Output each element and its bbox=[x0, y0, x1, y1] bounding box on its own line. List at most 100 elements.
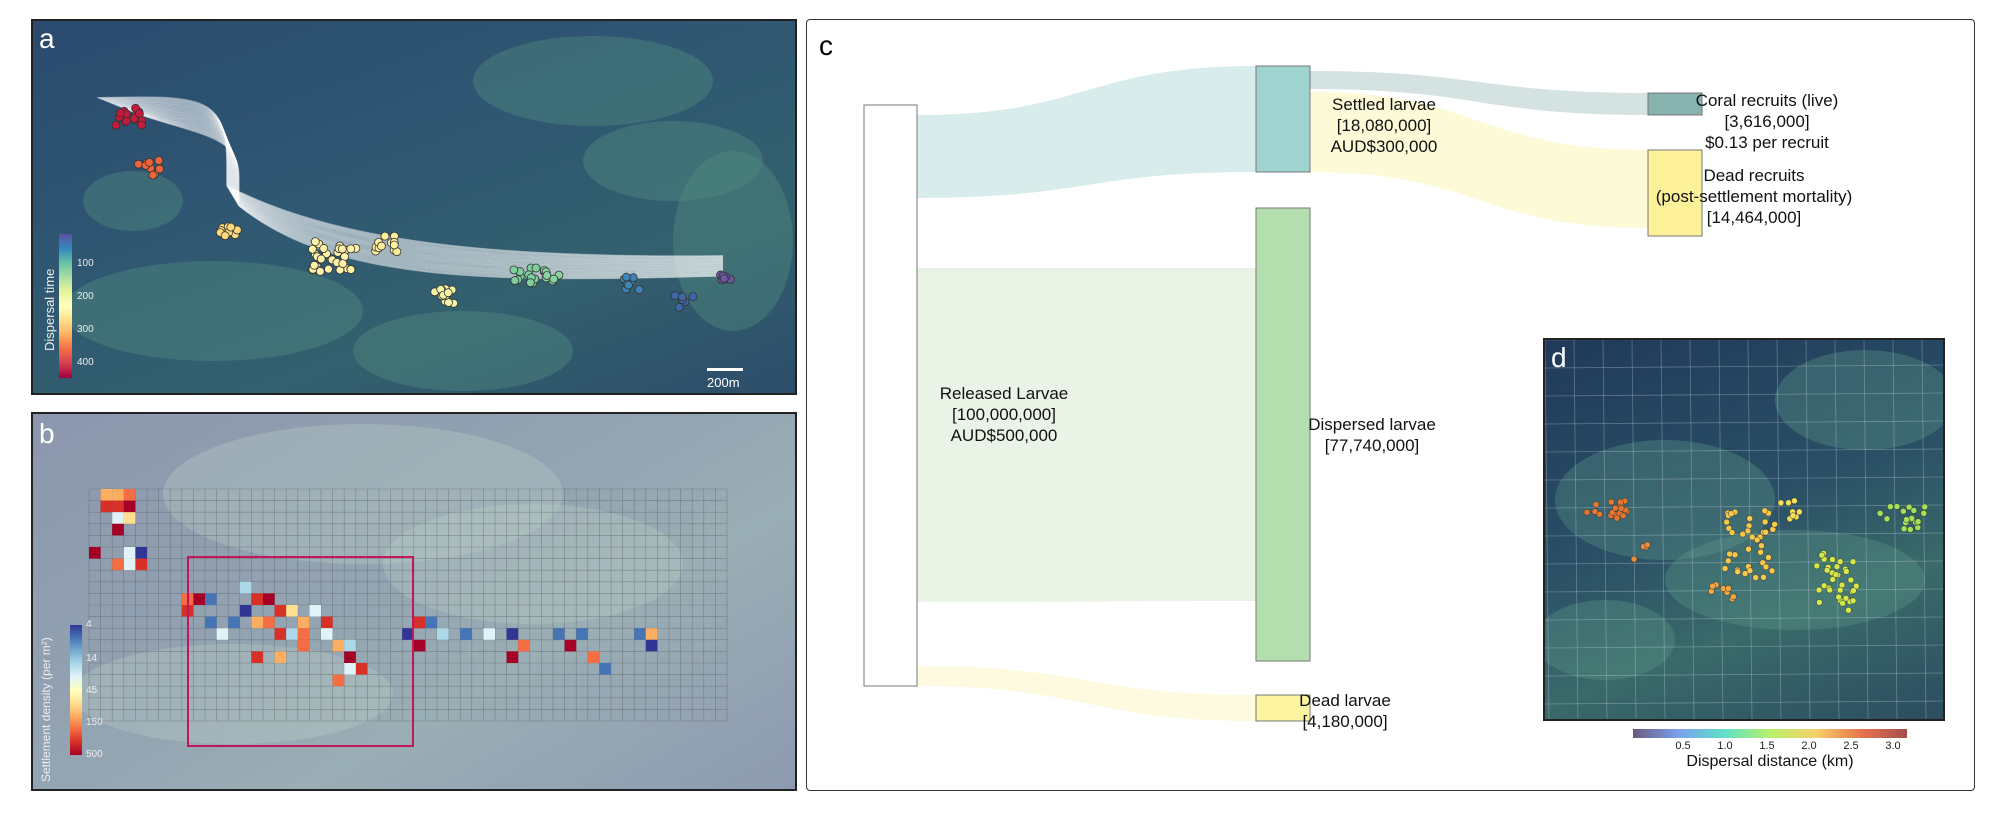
larva-point bbox=[634, 285, 644, 295]
trajectory-line bbox=[115, 104, 724, 267]
trajectory-line bbox=[96, 96, 724, 257]
density-cell bbox=[263, 593, 275, 605]
density-cell bbox=[425, 616, 437, 629]
dispersal-distance-colorbar bbox=[1633, 729, 1907, 738]
density-cell bbox=[100, 500, 113, 513]
larva-point bbox=[1836, 586, 1844, 594]
settled-label: Settled larvae [18,080,000] AUD$300,000 bbox=[1331, 94, 1438, 157]
larva-point bbox=[134, 159, 143, 169]
larva-point bbox=[1771, 521, 1778, 528]
grid-line bbox=[1545, 588, 1943, 593]
larva-point bbox=[1619, 512, 1627, 520]
density-cell bbox=[645, 628, 658, 640]
colorbar-tick: 150 bbox=[86, 717, 103, 728]
trajectory-line bbox=[113, 103, 724, 266]
larva-point bbox=[1832, 571, 1840, 578]
larva-point bbox=[509, 265, 519, 275]
larva-point bbox=[1850, 587, 1857, 594]
dispersal-time-colorbar bbox=[59, 234, 72, 378]
larva-point bbox=[1836, 558, 1844, 565]
density-cell bbox=[100, 489, 113, 501]
larva-point bbox=[1833, 563, 1841, 570]
larva-point bbox=[1752, 574, 1759, 581]
larva-point bbox=[1907, 526, 1914, 533]
reef-patch bbox=[1775, 350, 1943, 450]
larva-point bbox=[1757, 548, 1764, 556]
reef-patch bbox=[353, 311, 573, 391]
density-cell bbox=[344, 663, 356, 675]
panel-letter: c bbox=[819, 30, 833, 61]
density-cell bbox=[402, 628, 414, 640]
larva-point bbox=[1617, 498, 1624, 506]
grid-line bbox=[1863, 340, 1869, 719]
grid-line bbox=[1718, 340, 1724, 719]
colorbar-title: Settlement density (per m²) bbox=[39, 637, 53, 782]
grid-line bbox=[1545, 672, 1943, 677]
trajectory-line bbox=[108, 101, 724, 263]
larva-point bbox=[1876, 510, 1884, 517]
density-cell bbox=[239, 605, 252, 617]
larva-point bbox=[137, 120, 146, 130]
trajectory-line bbox=[120, 106, 724, 269]
density-cell bbox=[413, 639, 426, 652]
larva-point bbox=[1765, 554, 1772, 561]
grid-line bbox=[1834, 340, 1840, 719]
larva-point bbox=[1785, 499, 1792, 507]
grid-line bbox=[1545, 560, 1943, 565]
colorbar-tick: 1.5 bbox=[1759, 740, 1775, 752]
larva-point bbox=[1849, 558, 1857, 566]
trajectory-line bbox=[108, 101, 724, 263]
colorbar-tick: 14 bbox=[86, 653, 98, 664]
density-cell bbox=[112, 523, 124, 536]
density-cell bbox=[123, 512, 136, 524]
larva-point bbox=[1910, 507, 1918, 514]
larva-point bbox=[678, 292, 687, 302]
density-cell bbox=[344, 639, 356, 652]
density-cell bbox=[123, 558, 136, 571]
larva-point bbox=[1748, 533, 1756, 541]
larva-point bbox=[310, 237, 320, 247]
larva-point bbox=[1592, 501, 1600, 508]
trajectory-line bbox=[119, 106, 724, 269]
node-count: [3,616,000] bbox=[1724, 112, 1810, 131]
larva-point bbox=[1721, 565, 1729, 572]
trajectory-line bbox=[102, 99, 724, 260]
density-cell bbox=[506, 651, 519, 663]
density-cell bbox=[576, 628, 588, 640]
trajectory-line bbox=[98, 97, 724, 258]
larva-point bbox=[1608, 498, 1615, 506]
colorbar-title: Dispersal distance (km) bbox=[1686, 753, 1854, 770]
trajectory-line bbox=[110, 102, 724, 264]
grid-line bbox=[1602, 340, 1608, 719]
larva-point bbox=[309, 260, 319, 270]
density-cell bbox=[332, 639, 345, 652]
node-count: [4,180,000] bbox=[1302, 712, 1388, 731]
larva-point bbox=[1760, 574, 1767, 581]
larva-point bbox=[1746, 567, 1754, 574]
larva-point bbox=[1613, 514, 1621, 522]
density-cell bbox=[216, 628, 229, 640]
trajectory-line bbox=[107, 101, 724, 262]
larva-point bbox=[1730, 593, 1737, 601]
density-cell bbox=[437, 628, 449, 640]
larva-point bbox=[1758, 542, 1765, 550]
larva-point bbox=[1789, 512, 1797, 519]
density-cell bbox=[263, 616, 275, 629]
density-cell bbox=[297, 628, 310, 640]
node-count: [18,080,000] bbox=[1336, 116, 1432, 135]
settlement-grid bbox=[73, 424, 728, 747]
larva-point bbox=[1753, 536, 1761, 544]
grid-line bbox=[1892, 340, 1898, 719]
larva-point bbox=[1761, 518, 1769, 526]
trajectory-line bbox=[109, 102, 724, 263]
larva-point bbox=[1609, 509, 1616, 516]
grid-line bbox=[1545, 644, 1943, 649]
trajectory-line bbox=[99, 98, 724, 258]
larva-point bbox=[346, 265, 356, 274]
larva-point bbox=[1617, 505, 1625, 512]
larva-point bbox=[1843, 568, 1850, 575]
grid-line bbox=[1689, 340, 1695, 719]
colorbar-tick: 500 bbox=[86, 749, 103, 760]
density-cell bbox=[321, 628, 333, 640]
density-cell bbox=[297, 639, 310, 652]
